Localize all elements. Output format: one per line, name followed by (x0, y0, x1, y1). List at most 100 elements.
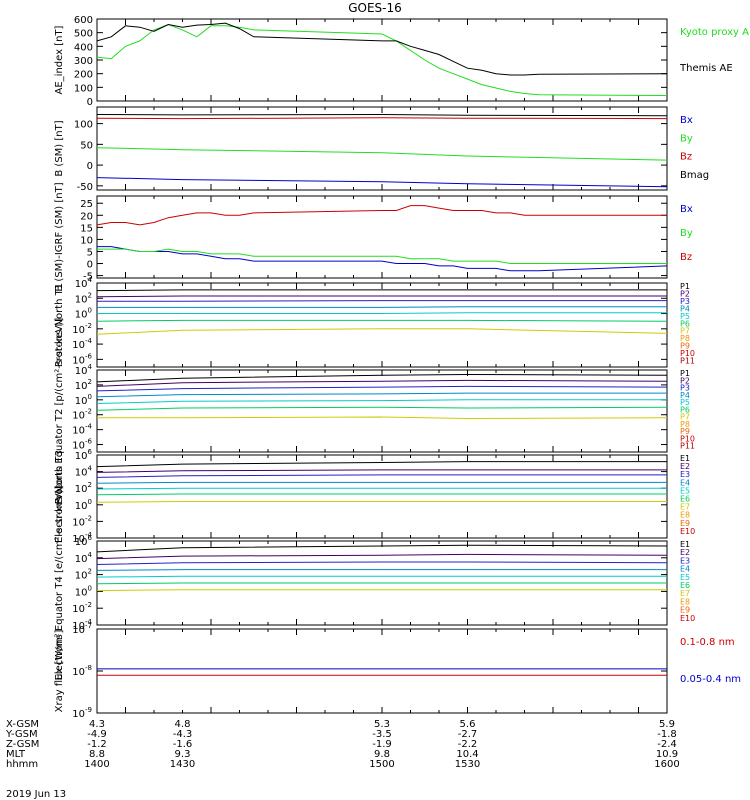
y-tick-label: 104 (75, 465, 93, 479)
legend-item-p2: P2 (680, 289, 690, 298)
legend-item-e9: E9 (680, 519, 690, 528)
footer-value: 4.8 (175, 719, 191, 730)
series-line-p3 (97, 300, 667, 302)
legend-item-bmag: Bmag (680, 170, 709, 181)
legend-item-p7: P7 (680, 413, 690, 422)
panel-frame (96, 628, 668, 714)
series-line-e5 (96, 575, 667, 578)
legend-item-p11: P11 (680, 442, 695, 451)
y-tick-label: 10-2 (72, 408, 92, 422)
y-tick-label: 10-4 (72, 531, 92, 545)
legend-item-e1: E1 (680, 540, 690, 549)
footer-value: -2.7 (458, 729, 478, 740)
series-line-p7 (97, 416, 668, 420)
legend-item-e4: E4 (680, 478, 690, 487)
panel-ae: 0 100 200 300 400 500 600 AE_index [nT] Kyoto pr… (54, 15, 750, 108)
legend-item-e8: E8 (680, 511, 690, 520)
y-tick-label: 5 (87, 247, 93, 258)
y-tick-label: 100 (75, 584, 92, 598)
footer-row-label: Z-GSM (6, 739, 39, 750)
legend-item-bx: Bx (680, 204, 693, 215)
footer-value: 1430 (170, 759, 195, 770)
series-line-e7 (96, 589, 667, 592)
y-tick-label: 300 (74, 56, 93, 67)
y-tick-label: 10-2 (72, 601, 92, 615)
footer-value: -1.8 (657, 729, 677, 740)
panel-b: -50 0 50 100 B (SM) [nT] Bx By Bz Bmag (54, 106, 709, 193)
panel-frame (96, 195, 668, 279)
footer-row-label: X-GSM (6, 719, 39, 730)
footer-row-label: hhmm (6, 759, 38, 770)
legend-item-p5: P5 (680, 398, 690, 407)
footer-value: -1.2 (87, 739, 107, 750)
y-axis-label: B (SM)-IGRF (SM) [nT] (54, 182, 65, 291)
y-tick-label: 10-2 (72, 322, 92, 336)
y-tick-label: 106 (75, 534, 93, 548)
series-line-p2 (96, 379, 668, 387)
legend-item-e10: E10 (680, 614, 695, 623)
y-tick-label: 0 (87, 97, 93, 108)
y-tick-label: -50 (77, 182, 93, 193)
footer-value: 1400 (84, 759, 109, 770)
y-tick-label: 10-7 (72, 622, 92, 636)
legend-item-p5: P5 (680, 312, 690, 321)
y-tick-label: 400 (74, 42, 93, 53)
legend-item-p9: P9 (680, 427, 690, 436)
legend-item-p6: P6 (680, 319, 690, 328)
series-line-p3 (96, 385, 668, 392)
footer-value: 5.9 (659, 719, 675, 730)
y-tick-label: 50 (80, 140, 93, 151)
footer-row-label: Y-GSM (5, 729, 38, 740)
y-tick-label: 10-6 (72, 438, 92, 452)
panel-ee: 106 104 102 100 10-2 10-4 Electrons Equator T4… (54, 485, 695, 680)
series-line-e2 (96, 469, 667, 473)
panel-frame (96, 18, 668, 102)
y-tick-label: 100 (75, 393, 92, 407)
legend-item-e9: E9 (680, 606, 690, 615)
series-line-bx (96, 177, 668, 188)
legend-item-p2: P2 (680, 376, 690, 385)
y-tick-label: 104 (75, 276, 93, 290)
legend-item-e2: E2 (680, 548, 690, 557)
y-axis-label: Protons Equator T2 [p/(cm²-s-sr-keV)] (54, 318, 65, 505)
footer-value: -4.9 (87, 729, 107, 740)
legend-item-e7: E7 (680, 503, 690, 512)
y-tick-label: 25 (80, 199, 93, 210)
series-line-e4 (96, 481, 667, 484)
y-tick-label: 10-4 (72, 337, 92, 351)
panel-frame (96, 106, 668, 191)
y-axis-label: AE_index [nT] (54, 25, 65, 94)
legend-item-p7: P7 (680, 327, 690, 336)
y-tick-label: 104 (75, 551, 93, 565)
series-line-by (97, 248, 667, 264)
y-tick-label: 102 (75, 378, 92, 392)
y-tick-label: -5 (83, 272, 93, 283)
series-line-e3 (96, 561, 668, 565)
series-line-p2 (96, 295, 667, 298)
series-line-by (96, 147, 668, 161)
legend-item-e10: E10 (680, 527, 695, 536)
legend-item-themis-ae: Themis AE (679, 63, 733, 74)
legend-item-kyoto-proxy-ae: Kyoto proxy AE (680, 27, 750, 38)
legend-item-bx: Bx (680, 115, 693, 126)
legend-item-e6: E6 (680, 495, 690, 504)
y-axis-label: Xray flux [W/m²] (54, 630, 65, 713)
legend-item-p4: P4 (680, 391, 690, 400)
y-axis-label: B (SM) [nT] (54, 120, 65, 176)
footer-value: 1600 (654, 759, 679, 770)
series-line-e3 (96, 474, 667, 478)
series-line-p5 (96, 399, 667, 404)
series-line-e6 (96, 493, 667, 496)
footer-value: -2.2 (458, 739, 478, 750)
legend-item-p6: P6 (680, 405, 690, 414)
y-tick-label: 102 (75, 568, 92, 582)
footer-value: 10.9 (656, 749, 678, 760)
series-line-e4 (96, 569, 667, 571)
series-line-e2 (96, 553, 668, 560)
footer-value: 5.6 (460, 719, 476, 730)
y-tick-label: 20 (80, 211, 93, 222)
legend-item-by: By (680, 133, 693, 144)
